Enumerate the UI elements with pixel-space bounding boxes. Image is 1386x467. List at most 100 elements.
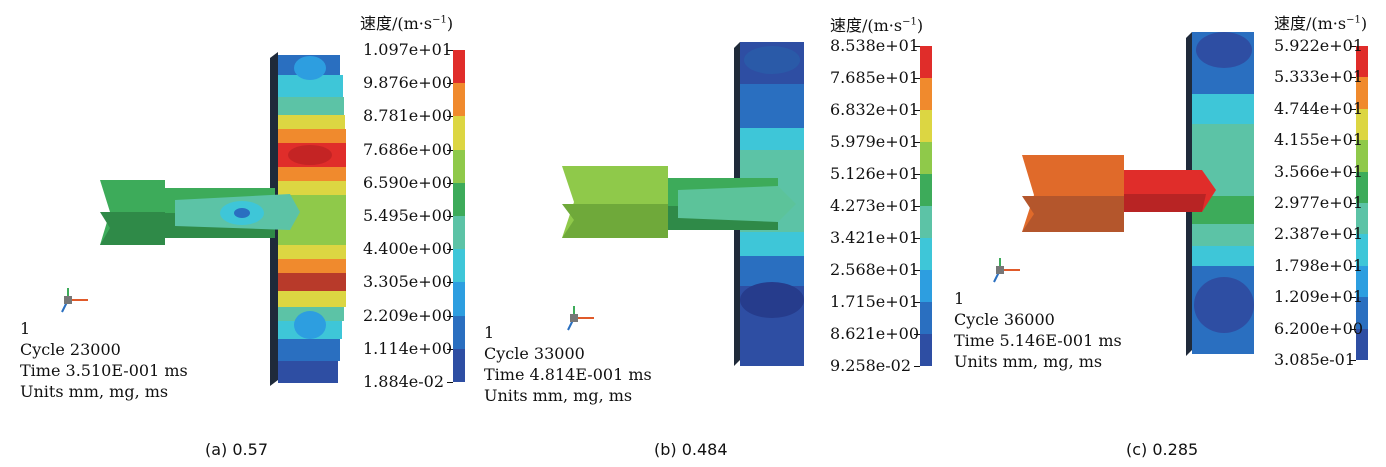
colorbar-tick [914, 238, 920, 239]
legend-tick-label: 2.977e+01 [1274, 193, 1364, 212]
colorbar-tick [1350, 360, 1356, 361]
colorbar-segment [453, 315, 465, 349]
legend-tick-label: 8.538e+01 [830, 36, 920, 55]
info-block-b: 1 Cycle 33000 Time 4.814E-001 ms Units m… [484, 322, 652, 406]
legend-tick-label: 7.685e+01 [830, 68, 920, 87]
colorbar-segment [1356, 265, 1368, 298]
legend-colorbar-c [1350, 46, 1368, 361]
colorbar-segment [453, 83, 465, 117]
colorbar-tick [914, 142, 920, 143]
colorbar-tick [914, 302, 920, 303]
colorbar-tick [447, 382, 453, 383]
projectile-b [562, 166, 796, 238]
legend-title-b: 速度/(m·s−1) [830, 16, 924, 35]
state-label: 1 [484, 323, 495, 342]
projectile-a [100, 180, 300, 245]
colorbar-tick [447, 182, 453, 184]
legend-tick-label: 4.744e+01 [1274, 98, 1364, 118]
colorbar-segment [920, 238, 932, 270]
colorbar-tick [914, 46, 920, 47]
caption-a: (a) 0.57 [205, 440, 268, 459]
colorbar-segment [920, 78, 932, 110]
cycle-label: Cycle 36000 [954, 310, 1055, 329]
legend-tick-label: 4.155e+01 [1274, 130, 1364, 150]
panel-a: 速度/(m·s−1) 1.097e+01 9.876e+00 8.781e+00 7.… [0, 0, 470, 467]
legend-tick-label: 9.258e-02 [830, 356, 912, 375]
legend-colorbar-b [914, 46, 932, 367]
state-label: 1 [954, 289, 965, 308]
time-label: Time 3.510E-001 ms [20, 361, 188, 380]
colorbar-tick [1350, 265, 1356, 267]
colorbar-segment [1356, 234, 1368, 266]
colorbar-tick [1350, 297, 1356, 299]
legend-tick-label: 9.876e+00 [363, 73, 453, 93]
caption-b: (b) 0.484 [654, 440, 728, 459]
colorbar-segment [1356, 328, 1368, 360]
legend-tick-label: 3.305e+00 [363, 272, 453, 292]
colorbar-tick [447, 282, 453, 284]
legend-tick-label: 6.590e+00 [363, 172, 453, 192]
colorbar-tick [1350, 328, 1356, 330]
legend-tick-label: 2.387e+01 [1274, 224, 1364, 244]
legend-tick-label: 8.781e+00 [363, 106, 453, 126]
cycle-label: Cycle 23000 [20, 340, 121, 359]
legend-tick-label: 1.798e+01 [1274, 255, 1364, 275]
legend-tick-label: 4.400e+00 [363, 239, 453, 259]
colorbar-tick [914, 334, 920, 335]
colorbar-tick [447, 83, 453, 85]
target-plate-a [270, 52, 346, 386]
simulation-render-c [993, 32, 1254, 356]
colorbar-tick [447, 216, 453, 217]
legend-tick-label: 1.715e+01 [830, 292, 920, 311]
colorbar-tick [447, 348, 453, 350]
legend-tick-label: 3.421e+01 [830, 228, 920, 247]
legend-tick-label: 6.200e+00 [1274, 318, 1364, 338]
colorbar-tick [914, 174, 920, 175]
info-block-c: 1 Cycle 36000 Time 5.146E-001 ms Units m… [954, 288, 1122, 372]
colorbar-segment [1356, 108, 1368, 141]
colorbar-segment [453, 116, 465, 150]
colorbar-tick [1350, 203, 1356, 204]
legend-tick-label: 2.209e+00 [363, 305, 453, 325]
simulation-render-a [61, 52, 346, 386]
colorbar-segment [920, 302, 932, 334]
legend-tick-label: 7.686e+00 [363, 139, 453, 159]
legend-tick-label: 1.114e+00 [363, 338, 453, 358]
simulation-render-b [562, 42, 804, 366]
legend-tick-label: 1.209e+01 [1274, 287, 1364, 307]
units-label: Units mm, mg, ms [20, 382, 169, 401]
colorbar-segment [920, 334, 932, 366]
cycle-label: Cycle 33000 [484, 344, 585, 363]
legend-colorbar-a [447, 50, 465, 383]
target-plate-b [734, 42, 804, 366]
colorbar-tick [447, 116, 453, 118]
colorbar-segment [453, 50, 465, 84]
colorbar-segment [453, 216, 465, 250]
caption-c: (c) 0.285 [1126, 440, 1199, 459]
colorbar-segment [920, 270, 932, 302]
colorbar-tick [1350, 140, 1356, 142]
info-block-a: 1 Cycle 23000 Time 3.510E-001 ms Units m… [20, 318, 188, 402]
legend-tick-label: 8.621e+00 [830, 324, 920, 343]
colorbar-tick [1350, 171, 1356, 173]
legend-tick-label: 5.495e+00 [363, 206, 453, 225]
legend-tick-label: 1.097e+01 [363, 40, 453, 59]
units-label: Units mm, mg, ms [954, 352, 1103, 371]
colorbar-tick [914, 206, 920, 207]
legend-tick-label: 5.126e+01 [830, 164, 920, 183]
colorbar-segment [920, 46, 932, 78]
colorbar-tick [1350, 46, 1356, 47]
colorbar-segment [920, 142, 932, 174]
legend-tick-label: 5.922e+01 [1274, 36, 1364, 55]
colorbar-tick [1350, 234, 1356, 236]
legend-tick-label: 5.333e+01 [1274, 67, 1364, 87]
legend-tick-label: 4.273e+01 [830, 196, 920, 215]
colorbar-segment [920, 206, 932, 238]
axis-triad-icon-a [61, 288, 88, 313]
axis-triad-icon-b [567, 306, 594, 331]
units-label: Units mm, mg, ms [484, 386, 633, 405]
colorbar-segment [453, 249, 465, 283]
colorbar-segment [1356, 46, 1368, 78]
legend-tick-label: 1.884e-02 [363, 372, 445, 391]
legend-tick-label: 2.568e+01 [830, 260, 920, 279]
